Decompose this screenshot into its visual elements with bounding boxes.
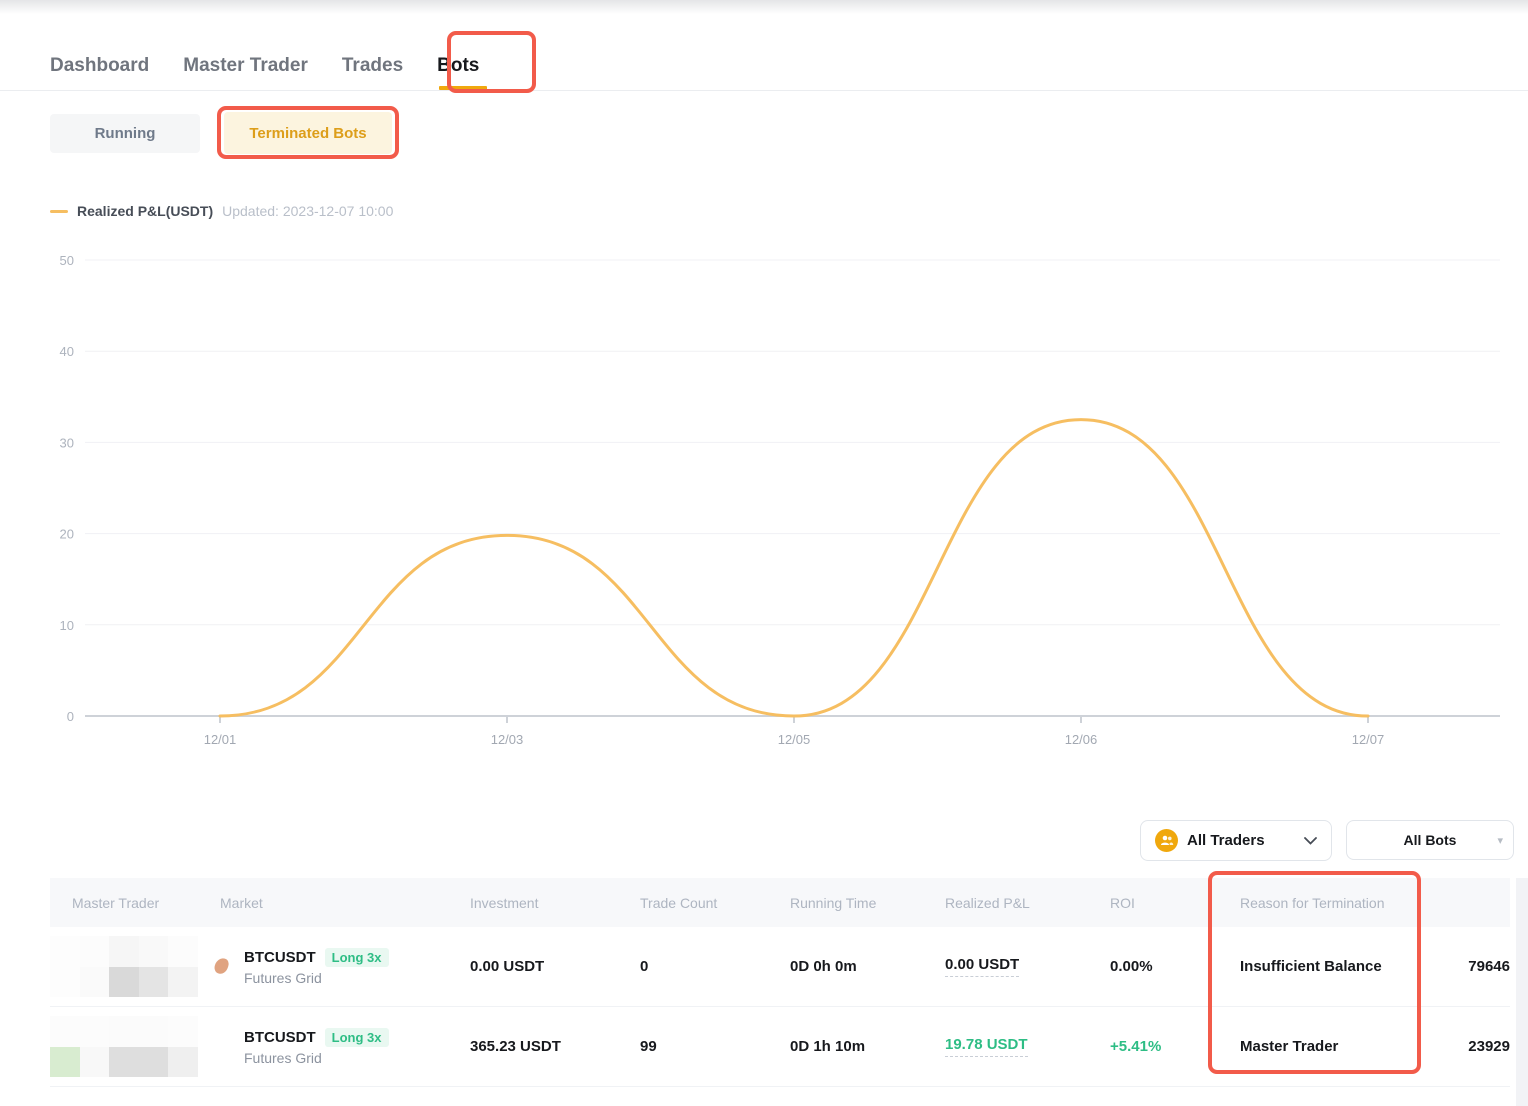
nav-tabs: Dashboard Master Trader Trades Bots bbox=[50, 50, 488, 90]
legend-series-label: Realized P&L(USDT) bbox=[77, 203, 214, 219]
subtab-terminated-bots[interactable]: Terminated Bots bbox=[224, 112, 392, 154]
svg-text:12/03: 12/03 bbox=[491, 732, 524, 747]
legend-line-swatch bbox=[50, 209, 68, 213]
realized-pnl-chart[interactable]: 0 10 20 30 40 50 12/01 12/03 12/05 12/06 12/07 bbox=[0, 245, 1528, 755]
running-time-cell: 0D 0h 0m bbox=[790, 958, 857, 975]
top-shadow bbox=[0, 0, 1528, 14]
all-traders-dropdown[interactable]: All Traders bbox=[1140, 820, 1332, 861]
chevron-down-icon bbox=[1304, 836, 1317, 845]
col-reason-for-termination: Reason for Termination bbox=[1240, 894, 1385, 911]
chevron-down-icon: ▾ bbox=[1497, 834, 1503, 847]
leverage-badge: Long 3x bbox=[324, 947, 389, 967]
svg-text:40: 40 bbox=[60, 344, 74, 359]
blurred-avatar bbox=[50, 936, 198, 997]
col-trade-count: Trade Count bbox=[640, 894, 718, 911]
table-row[interactable]: BTCUSDT Long 3x Futures Grid 0.00 USDT 0… bbox=[50, 927, 1510, 1007]
chart-canvas: 0 10 20 30 40 50 12/01 12/03 12/05 12/06 12/07 bbox=[60, 253, 1500, 747]
chart-legend: Realized P&L(USDT) Updated: 2023-12-07 1… bbox=[50, 203, 393, 219]
master-trader-cell bbox=[50, 1016, 206, 1077]
realized-pnl-cell: 0.00 USDT bbox=[931, 956, 1096, 977]
all-bots-dropdown[interactable]: All Bots ▾ bbox=[1346, 820, 1514, 860]
all-bots-label: All Bots bbox=[1403, 832, 1457, 848]
tab-dashboard[interactable]: Dashboard bbox=[50, 55, 150, 76]
roi-cell: 0.00% bbox=[1110, 958, 1153, 975]
table-header-row: Master Trader Market Investment Trade Co… bbox=[50, 878, 1510, 927]
svg-text:50: 50 bbox=[60, 253, 74, 268]
realized-pnl-cell: 19.78 USDT bbox=[931, 1036, 1096, 1057]
reason-cell: Insufficient Balance bbox=[1240, 958, 1382, 975]
col-investment: Investment bbox=[470, 894, 539, 911]
market-token-slot bbox=[206, 1031, 237, 1062]
nav-divider bbox=[0, 90, 1528, 91]
market-symbol: BTCUSDT bbox=[244, 948, 316, 966]
trailing-value-cell: 23929 bbox=[1468, 1038, 1510, 1055]
reason-cell: Master Trader bbox=[1240, 1038, 1339, 1055]
trade-count-cell: 99 bbox=[640, 1038, 657, 1055]
running-time-cell: 0D 1h 10m bbox=[790, 1038, 866, 1055]
svg-text:12/05: 12/05 bbox=[778, 732, 811, 747]
users-icon bbox=[1155, 829, 1178, 852]
svg-text:10: 10 bbox=[60, 618, 74, 633]
market-token-icon bbox=[206, 951, 237, 982]
trailing-value-cell: 79646 bbox=[1468, 958, 1510, 975]
tab-bots[interactable]: Bots bbox=[437, 50, 488, 90]
leverage-badge: Long 3x bbox=[324, 1027, 389, 1047]
tab-bots-label: Bots bbox=[437, 55, 480, 76]
col-roi: ROI bbox=[1110, 894, 1135, 911]
realized-pnl-value[interactable]: 0.00 USDT bbox=[945, 956, 1020, 977]
table-row[interactable]: BTCUSDT Long 3x Futures Grid 365.23 USDT… bbox=[50, 1007, 1510, 1087]
active-tab-underline bbox=[439, 86, 488, 90]
svg-text:12/01: 12/01 bbox=[204, 732, 237, 747]
bot-type-label: Futures Grid bbox=[244, 1049, 322, 1066]
terminated-bots-table: Master Trader Market Investment Trade Co… bbox=[50, 878, 1510, 1087]
roi-cell: +5.41% bbox=[1110, 1038, 1162, 1055]
master-trader-cell bbox=[50, 936, 206, 997]
bot-type-label: Futures Grid bbox=[244, 969, 322, 986]
legend-updated-label: Updated: 2023-12-07 10:00 bbox=[222, 203, 394, 219]
market-symbol: BTCUSDT bbox=[244, 1028, 316, 1046]
svg-text:12/06: 12/06 bbox=[1065, 732, 1098, 747]
realized-pnl-value[interactable]: 19.78 USDT bbox=[945, 1036, 1028, 1057]
subtab-running[interactable]: Running bbox=[50, 114, 200, 153]
tab-trades[interactable]: Trades bbox=[341, 55, 404, 76]
col-realized-pnl: Realized P&L bbox=[945, 894, 1030, 911]
svg-text:0: 0 bbox=[67, 709, 74, 724]
right-edge-panel bbox=[1516, 878, 1528, 1106]
tab-master-trader[interactable]: Master Trader bbox=[183, 55, 308, 76]
all-traders-label: All Traders bbox=[1187, 832, 1265, 849]
blurred-avatar bbox=[50, 1016, 198, 1077]
investment-cell: 0.00 USDT bbox=[470, 958, 545, 975]
trade-count-cell: 0 bbox=[640, 958, 649, 975]
svg-text:12/07: 12/07 bbox=[1352, 732, 1385, 747]
col-market: Market bbox=[220, 894, 263, 911]
investment-cell: 365.23 USDT bbox=[470, 1038, 561, 1055]
market-cell: BTCUSDT Long 3x Futures Grid bbox=[206, 1027, 456, 1066]
svg-text:20: 20 bbox=[60, 527, 74, 542]
col-master-trader: Master Trader bbox=[72, 894, 160, 911]
market-cell: BTCUSDT Long 3x Futures Grid bbox=[206, 947, 456, 986]
col-running-time: Running Time bbox=[790, 894, 877, 911]
svg-text:30: 30 bbox=[60, 435, 74, 450]
